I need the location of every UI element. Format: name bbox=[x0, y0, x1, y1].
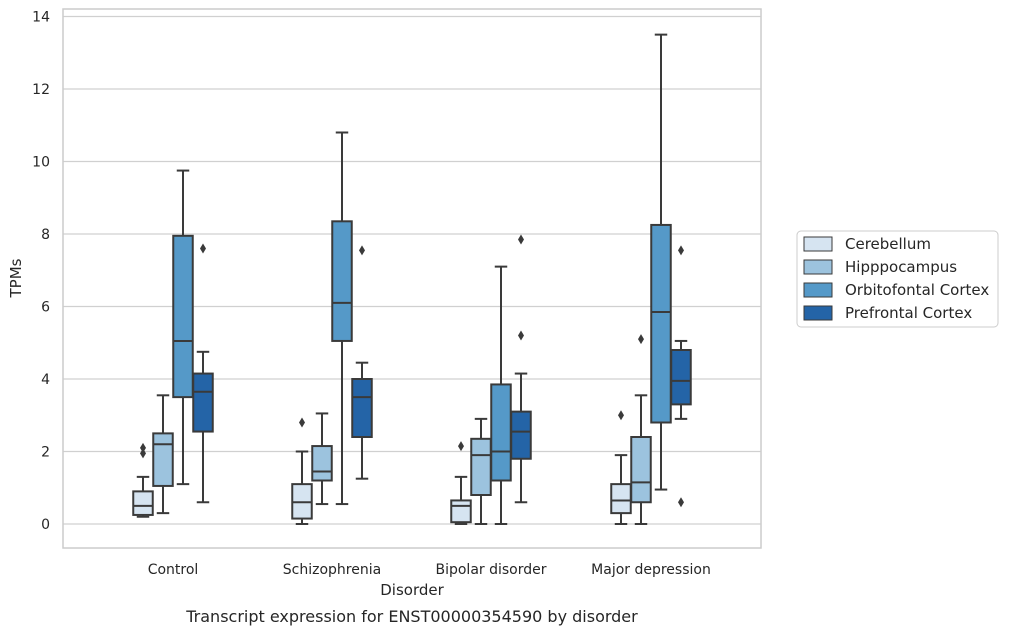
outlier-marker bbox=[518, 330, 524, 341]
outlier-marker bbox=[140, 448, 146, 459]
box bbox=[470, 437, 492, 496]
legend-label: Prefrontal Cortex bbox=[845, 304, 972, 322]
y-tick-label: 12 bbox=[32, 82, 50, 98]
y-tick-label: 8 bbox=[41, 227, 50, 243]
legend: Cerebellum Hipppocampus Orbitofontal Corte… bbox=[796, 230, 999, 328]
x-tick-labels: Control Schizophrenia Bipolar disorder Majo… bbox=[148, 562, 711, 578]
legend-swatch bbox=[803, 259, 833, 275]
box bbox=[450, 499, 472, 524]
box-group bbox=[291, 417, 313, 525]
box bbox=[650, 223, 672, 424]
legend-label: Cerebellum bbox=[845, 235, 931, 253]
legend-swatch bbox=[803, 236, 833, 252]
box-group bbox=[450, 441, 472, 525]
y-axis-title: TPMs bbox=[7, 258, 25, 298]
outlier-marker bbox=[678, 245, 684, 256]
box bbox=[331, 220, 353, 342]
legend-swatch bbox=[803, 282, 833, 298]
x-tick-label: Control bbox=[148, 562, 199, 578]
box bbox=[132, 490, 154, 516]
outlier-marker bbox=[518, 234, 524, 245]
box-group bbox=[192, 243, 214, 504]
y-tick-labels: 0 2 4 6 8 10 12 14 bbox=[32, 10, 50, 534]
y-tick-label: 14 bbox=[32, 10, 50, 26]
outlier-marker bbox=[299, 417, 305, 428]
box-group bbox=[311, 412, 333, 506]
box-group bbox=[490, 265, 512, 525]
box-group bbox=[132, 442, 154, 518]
box-series-layer bbox=[132, 33, 692, 525]
outlier-marker bbox=[638, 334, 644, 345]
box-group bbox=[470, 417, 492, 525]
box bbox=[192, 372, 214, 433]
box-group bbox=[172, 169, 194, 486]
y-tick-label: 6 bbox=[41, 300, 50, 316]
x-tick-label: Bipolar disorder bbox=[435, 562, 546, 578]
legend-items: Cerebellum Hipppocampus Orbitofontal Corte… bbox=[803, 235, 989, 322]
x-tick-label: Major depression bbox=[591, 562, 711, 578]
box bbox=[311, 445, 333, 482]
legend-swatch bbox=[803, 305, 833, 321]
y-tick-label: 4 bbox=[41, 372, 50, 388]
box-group bbox=[630, 334, 652, 525]
outlier-marker bbox=[140, 442, 146, 453]
box-group bbox=[152, 394, 174, 515]
outlier-marker bbox=[200, 243, 206, 254]
box-group bbox=[331, 131, 353, 506]
box bbox=[152, 432, 174, 487]
y-tick-label: 0 bbox=[41, 517, 50, 533]
y-tick-label: 10 bbox=[32, 155, 50, 171]
x-tick-label: Schizophrenia bbox=[283, 562, 381, 578]
y-tick-label: 2 bbox=[41, 445, 50, 461]
box bbox=[490, 383, 512, 482]
x-axis-title: Disorder bbox=[380, 581, 444, 599]
box-group bbox=[650, 33, 672, 491]
outlier-marker bbox=[618, 410, 624, 421]
box bbox=[510, 410, 532, 460]
legend-label: Hipppocampus bbox=[845, 258, 957, 276]
box-group bbox=[610, 410, 632, 525]
box-group bbox=[510, 234, 532, 504]
box bbox=[610, 483, 632, 515]
box bbox=[670, 349, 692, 406]
box-group bbox=[670, 245, 692, 508]
box-group bbox=[351, 245, 373, 480]
chart-caption: Transcript expression for ENST0000035459… bbox=[185, 607, 638, 626]
box bbox=[630, 436, 652, 504]
legend-label: Orbitofontal Cortex bbox=[845, 281, 989, 299]
outlier-marker bbox=[359, 245, 365, 256]
box bbox=[172, 234, 194, 399]
box bbox=[351, 378, 373, 438]
plot-area-frame bbox=[62, 8, 762, 549]
outlier-marker bbox=[678, 497, 684, 508]
outlier-marker bbox=[458, 441, 464, 452]
legend-frame bbox=[796, 230, 999, 328]
